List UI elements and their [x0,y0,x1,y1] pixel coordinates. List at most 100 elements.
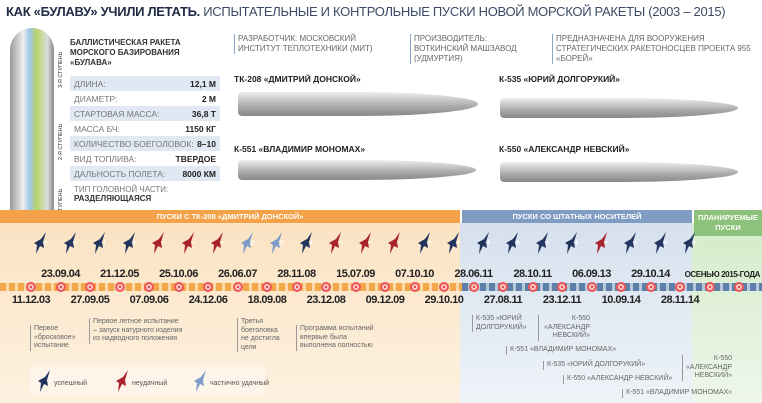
svg-text:−: − [337,238,343,247]
launch-marker[interactable] [586,282,597,292]
success-rocket-icon: + [38,370,53,394]
svg-text:+: + [691,238,697,247]
success-rocket-icon: + [683,232,698,256]
launch-date: 25.10.06 [159,268,198,280]
launch-marker[interactable] [144,282,154,292]
planned-date: ОСЕНЬЮ 2015-ГОДА [684,270,761,279]
spec-row: ДЛИНА: 12,1 М [70,76,220,91]
success-rocket-icon: + [447,232,462,256]
submarine-image [500,162,738,182]
spec-row: МАССА БЧ: 1150 КГ [70,121,220,136]
launch-marker[interactable] [114,282,125,292]
fail-rocket-icon: − [329,232,344,256]
note: Третья боеголовка не достигла цели [237,318,282,352]
launch-marker[interactable] [262,282,272,292]
launch-marker[interactable] [527,282,538,292]
svg-text:+: + [485,238,491,247]
spec-value: 36,8 Т [191,108,216,119]
svg-text:−: − [367,238,373,247]
launch-marker[interactable] [291,282,302,292]
note: К-535 «ЮРИЙ ДОЛГОРУКИЙ» [472,315,527,332]
launch-marker[interactable] [380,282,390,292]
svg-text:+: + [662,238,668,247]
launch-marker[interactable] [409,282,420,292]
svg-text:+: + [46,376,52,385]
launch-marker[interactable] [498,282,508,292]
launch-marker[interactable] [350,282,361,292]
launch-date: 15.07.09 [336,268,375,280]
spec-key: СТАРТОВАЯ МАССА: [74,108,160,119]
manufacturer-info: ПРОИЗВОДИТЕЛЬ: ВОТКИНСКИЙ МАШЗАВОД (УДМУ… [410,34,530,64]
developer-info: РАЗРАБОТЧИК: МОСКОВСКИЙ ИНСТИТУТ ТЕПЛОТЕ… [234,34,384,54]
legend-label: частично удачный [210,380,270,387]
launch-date: 27.08.11 [483,294,523,306]
spec-row: ДИАМЕТР: 2 М [70,91,220,106]
launch-date: 29.10.14 [631,268,670,280]
svg-text:+: + [426,238,432,247]
launch-marker[interactable] [645,282,656,292]
band-donskoy: ПУСКИ С ТК-208 «ДМИТРИЙ ДОНСКОЙ» [0,210,460,223]
svg-text:+: + [573,238,579,247]
launch-marker[interactable] [173,282,184,292]
page-title: КАК «БУЛАВУ» УЧИЛИ ЛЕТАТЬ. ИСПЫТАТЕЛЬНЫЕ… [6,4,726,19]
svg-text:+: + [308,238,314,247]
launch-marker[interactable] [704,282,715,292]
stage-label: 3-Я СТУПЕНЬ [58,51,64,88]
launch-marker[interactable] [439,282,449,292]
launch-date: 26.06.07 [218,268,257,280]
launch-marker[interactable] [734,282,744,292]
svg-text:±: ± [249,238,255,247]
launch-marker[interactable] [616,282,626,292]
success-rocket-icon: + [417,232,432,256]
launch-date: 28.11.08 [277,268,316,280]
svg-text:−: − [219,238,225,247]
launch-marker[interactable] [321,282,331,292]
stage-label: 2-Я СТУПЕНЬ [58,123,64,160]
launch-marker[interactable] [203,282,213,292]
note: К-550 «АЛЕКСАНДР НЕВСКИЙ» [682,355,732,381]
launch-marker[interactable] [675,282,685,292]
band-planned: ПЛАНИРУЕМЫЕ ПУСКИ [694,210,762,236]
fail-rocket-icon: − [211,232,226,256]
launch-marker[interactable] [468,282,479,292]
spec-key: МАССА БЧ: [74,123,120,134]
launch-marker[interactable] [85,282,95,292]
launch-date: 28.10.11 [513,268,552,280]
sub-name: К-551 «ВЛАДИМИР МОНОМАХ» [234,144,366,154]
band-standard: ПУСКИ СО ШТАТНЫХ НОСИТЕЛЕЙ [462,210,692,223]
success-rocket-icon: + [63,232,78,256]
note: К-550 «АЛЕКСАНДР НЕВСКИЙ» [563,375,672,384]
spec-row: ДАЛЬНОСТЬ ПОЛЕТА: 8000 КМ [70,166,220,181]
spec-key: ДАЛЬНОСТЬ ПОЛЕТА: [74,168,166,179]
launch-date: 24.12.06 [188,294,228,306]
launch-date: 23.12.08 [306,294,346,306]
svg-text:±: ± [278,238,284,247]
fail-rocket-icon: − [388,232,403,256]
svg-text:−: − [396,238,402,247]
partial-rocket-icon: ± [240,232,255,256]
partial-rocket-icon: ± [194,370,209,394]
launch-marker[interactable] [26,282,36,292]
note: К-551 «ВЛАДИМИР МОНОМАХ» [506,346,616,355]
launch-marker[interactable] [55,282,66,292]
launch-date: 09.12.09 [365,294,405,306]
spec-table: БАЛЛИСТИЧЕСКАЯ РАКЕТА МОРСКОГО БАЗИРОВАН… [70,38,220,203]
launch-date: 11.12.03 [11,294,51,306]
svg-text:±: ± [202,376,208,385]
spec-value: 12,1 М [190,78,216,89]
launch-marker[interactable] [232,282,243,292]
spec-key: ВИД ТОПЛИВА: [74,153,137,164]
note: К-551 «ВЛАДИМИР МОНОМАХ» [622,389,732,398]
svg-text:+: + [632,238,638,247]
success-rocket-icon: + [299,232,314,256]
submarine-image [238,160,476,180]
sub-name: ТК-208 «ДМИТРИЙ ДОНСКОЙ» [234,74,361,84]
svg-text:+: + [131,238,137,247]
svg-text:−: − [124,376,130,385]
launch-date: 29.10.10 [424,294,464,306]
launch-marker[interactable] [557,282,567,292]
svg-text:+: + [514,238,520,247]
spec-value: 8000 КМ [182,168,216,179]
success-rocket-icon: + [565,232,580,256]
timeline-bar-standard [462,283,762,291]
